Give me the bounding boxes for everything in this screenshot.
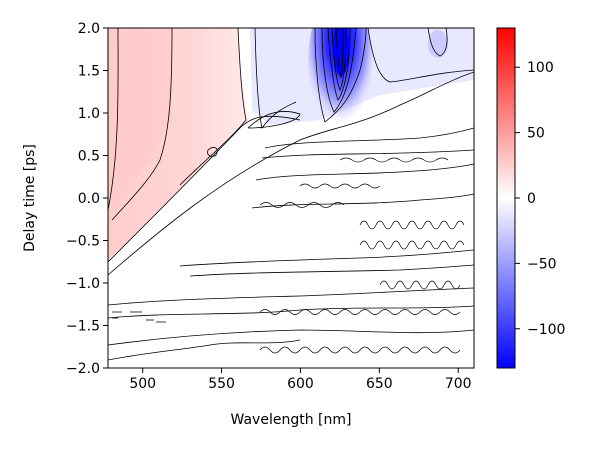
y-tick-label: 0.5 <box>78 149 100 165</box>
x-tick-label: 500 <box>129 376 156 392</box>
negative-peak <box>308 28 372 132</box>
colorbar-tick-label: 0 <box>527 191 536 207</box>
y-tick-label: −1.0 <box>66 276 100 292</box>
x-tick-label: 550 <box>208 376 235 392</box>
positive-core <box>112 28 172 210</box>
x-tick-label: 650 <box>366 376 393 392</box>
contour-noise <box>112 157 465 354</box>
y-tick-label: 0.0 <box>78 191 100 207</box>
y-axis-label: Delay time [ps] <box>22 144 38 252</box>
colorbar-tick-label: 50 <box>527 126 545 142</box>
colorbar-tick-label: −50 <box>527 256 557 272</box>
y-tick-label: −2.0 <box>66 361 100 377</box>
x-axis-label: Wavelength [nm] <box>231 412 352 428</box>
colorbar <box>496 27 516 369</box>
y-tick-label: 1.0 <box>78 106 100 122</box>
colorbar-axis: 100 50 0 −50 −100 <box>515 60 565 338</box>
y-tick-label: 1.5 <box>78 64 100 80</box>
y-axis: −2.0 −1.5 −1.0 −0.5 0.0 0.5 1.0 1.5 2.0 <box>66 21 108 377</box>
y-tick-label: −0.5 <box>66 234 100 250</box>
negative-spot-right <box>428 30 448 58</box>
y-tick-label: −1.5 <box>66 319 100 335</box>
x-tick-label: 600 <box>287 376 314 392</box>
colorbar-tick-label: 100 <box>527 60 554 76</box>
colorbar-tick-label: −100 <box>527 322 565 338</box>
y-tick-label: 2.0 <box>78 21 100 37</box>
x-tick-label: 700 <box>445 376 472 392</box>
contour-lines <box>108 28 474 361</box>
heatmap-field <box>108 28 474 361</box>
x-axis: 500 550 600 650 700 <box>129 368 472 392</box>
